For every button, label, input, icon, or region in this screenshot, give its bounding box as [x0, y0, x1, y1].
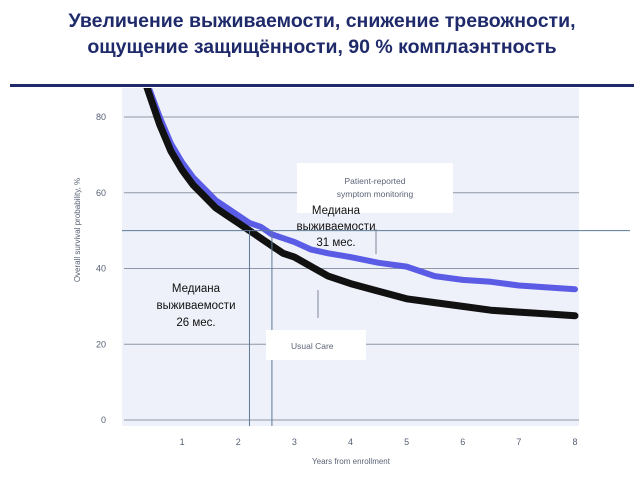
tick-labels: 0 20 40 60 80 1 2 3 4 5 6 7 8	[96, 112, 578, 447]
slide-title-line-1: Увеличение выживаемости, снижение тревож…	[68, 10, 576, 32]
legend-label-symptom-monitoring-line-1: Patient-reported	[345, 176, 406, 186]
median-label-usual-care-line-2: выживаемости	[156, 300, 235, 312]
median-label-symptom-monitoring-line-3: 31 мес.	[316, 237, 355, 249]
x-tick-label-1: 1	[180, 437, 185, 447]
x-tick-label-2: 2	[236, 437, 241, 447]
y-tick-label-60: 60	[96, 188, 106, 198]
median-label-usual-care-line-1: Медиана	[172, 283, 221, 295]
y-tick-label-40: 40	[96, 264, 106, 274]
series-lines	[143, 88, 579, 320]
legend-box-usual-care	[266, 330, 366, 360]
median-label-symptom-monitoring-line-1: Медиана	[312, 205, 361, 217]
series-line-symptom-monitoring	[145, 88, 578, 293]
y-tick-label-20: 20	[96, 339, 106, 349]
y-tick-label-0: 0	[101, 415, 106, 425]
x-axis-title: Years from enrollment	[312, 457, 391, 466]
x-tick-label-7: 7	[516, 437, 521, 447]
series-line-usual-care	[143, 88, 579, 320]
slide-title: Увеличение выживаемости, снижение тревож…	[0, 8, 644, 60]
slide-title-line-2: ощущение защищённости, 90 % комплаэнтнос…	[87, 36, 557, 58]
x-tick-label-6: 6	[460, 437, 465, 447]
median-label-symptom-monitoring-line-2: выживаемости	[296, 221, 375, 233]
legend-label-symptom-monitoring-line-2: symptom monitoring	[337, 189, 414, 199]
median-annotations: Patient-reported symptom monitoring Usua…	[122, 163, 630, 426]
title-divider	[10, 84, 634, 87]
median-label-usual-care-line-3: 26 мес.	[176, 317, 215, 329]
y-tick-label-80: 80	[96, 112, 106, 122]
legend-label-usual-care: Usual Care	[291, 341, 334, 351]
y-axis-title: Overall survival probability, %	[73, 178, 82, 282]
x-tick-label-4: 4	[348, 437, 353, 447]
x-tick-label-5: 5	[404, 437, 409, 447]
x-tick-label-3: 3	[292, 437, 297, 447]
legend-box-symptom-monitoring	[297, 163, 453, 213]
x-tick-label-8: 8	[572, 437, 577, 447]
